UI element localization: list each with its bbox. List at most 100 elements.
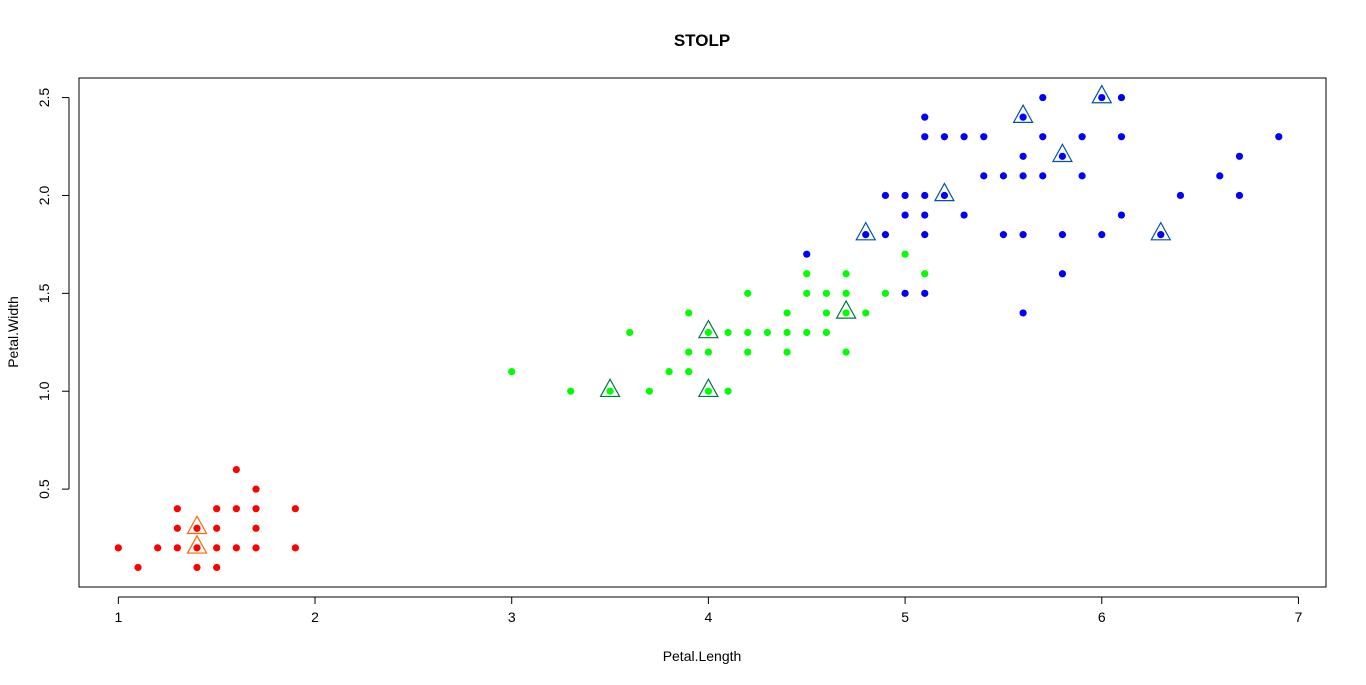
- x-tick-label: 7: [1295, 609, 1303, 625]
- data-point: [685, 309, 693, 317]
- data-point: [1039, 133, 1047, 141]
- data-point: [1019, 152, 1027, 160]
- data-point: [744, 289, 752, 297]
- data-point: [842, 289, 850, 297]
- data-point: [213, 563, 221, 572]
- data-point: [1039, 172, 1047, 180]
- data-point: [881, 231, 890, 239]
- x-tick-label: 3: [508, 609, 516, 625]
- data-point: [1117, 93, 1126, 102]
- data-point: [1157, 231, 1165, 239]
- data-point: [154, 544, 162, 552]
- data-point: [803, 270, 811, 278]
- data-point: [980, 133, 988, 141]
- data-point: [685, 368, 693, 376]
- data-point: [724, 387, 732, 395]
- x-axis-label: Petal.Length: [663, 648, 742, 664]
- data-point: [173, 544, 181, 552]
- data-point: [173, 524, 181, 532]
- data-point: [803, 250, 811, 258]
- data-point: [252, 505, 260, 513]
- data-point: [193, 544, 201, 552]
- y-tick-label: 1.0: [36, 381, 52, 401]
- data-point: [1058, 231, 1067, 239]
- data-point: [645, 387, 653, 395]
- data-points: [114, 93, 1283, 572]
- data-point: [1117, 133, 1126, 141]
- reference-object-marker: [1150, 221, 1172, 241]
- data-point: [744, 348, 752, 356]
- data-point: [960, 133, 968, 141]
- data-point: [1098, 231, 1106, 239]
- data-point: [252, 544, 260, 552]
- reference-object-marker: [186, 534, 208, 554]
- y-tick-label: 0.5: [36, 479, 52, 499]
- x-tick-label: 1: [114, 609, 122, 625]
- data-point: [704, 348, 713, 356]
- reference-object-marker: [855, 221, 877, 241]
- y-axis-label: Petal.Width: [5, 296, 21, 368]
- data-point: [1235, 152, 1244, 160]
- data-point: [704, 387, 713, 395]
- data-point: [1019, 113, 1027, 121]
- data-point: [1235, 191, 1244, 200]
- stolp-highlight-markers: [186, 84, 1172, 554]
- x-tick-label: 6: [1098, 609, 1106, 625]
- data-point: [606, 387, 614, 395]
- data-point: [213, 544, 221, 552]
- reference-object-marker: [933, 182, 955, 202]
- data-point: [626, 328, 634, 337]
- data-point: [704, 328, 713, 337]
- data-point: [665, 368, 673, 376]
- data-point: [291, 544, 299, 552]
- data-point: [980, 172, 988, 180]
- data-point: [921, 211, 929, 219]
- data-point: [232, 505, 240, 513]
- reference-object-marker: [697, 319, 719, 339]
- data-point: [822, 309, 831, 317]
- data-point: [940, 133, 949, 141]
- data-point: [685, 348, 693, 356]
- data-point: [901, 250, 909, 258]
- data-point: [803, 289, 811, 297]
- data-point: [921, 133, 929, 141]
- reference-object-marker: [599, 377, 621, 398]
- data-point: [921, 289, 929, 297]
- data-point: [1019, 309, 1027, 317]
- data-point: [724, 328, 732, 337]
- reference-object-marker: [1051, 143, 1073, 163]
- data-point: [921, 231, 929, 239]
- data-point: [1176, 191, 1185, 200]
- data-point: [881, 289, 890, 297]
- data-point: [134, 563, 142, 572]
- data-point: [901, 211, 909, 219]
- data-point: [763, 328, 772, 337]
- data-point: [1117, 211, 1126, 219]
- data-point: [960, 211, 968, 219]
- data-point: [1275, 133, 1283, 141]
- reference-object-marker: [697, 377, 719, 398]
- data-point: [252, 524, 260, 532]
- data-point: [567, 387, 575, 395]
- y-tick-label: 2.5: [36, 88, 52, 108]
- reference-object-marker: [1012, 103, 1034, 123]
- data-point: [1078, 172, 1086, 180]
- data-point: [193, 563, 201, 572]
- data-point: [252, 485, 260, 493]
- reference-object-marker: [186, 515, 208, 535]
- chart-title: STOLP: [674, 31, 730, 50]
- data-point: [803, 328, 811, 337]
- data-point: [999, 172, 1008, 180]
- data-point: [862, 309, 870, 317]
- data-point: [291, 505, 299, 513]
- data-point: [173, 505, 181, 513]
- data-point: [1078, 133, 1086, 141]
- data-point: [193, 524, 201, 532]
- y-tick-label: 1.5: [36, 283, 52, 303]
- data-point: [940, 191, 949, 200]
- data-point: [783, 309, 791, 317]
- data-point: [842, 348, 850, 356]
- reference-object-marker: [1091, 84, 1113, 104]
- data-point: [213, 524, 221, 532]
